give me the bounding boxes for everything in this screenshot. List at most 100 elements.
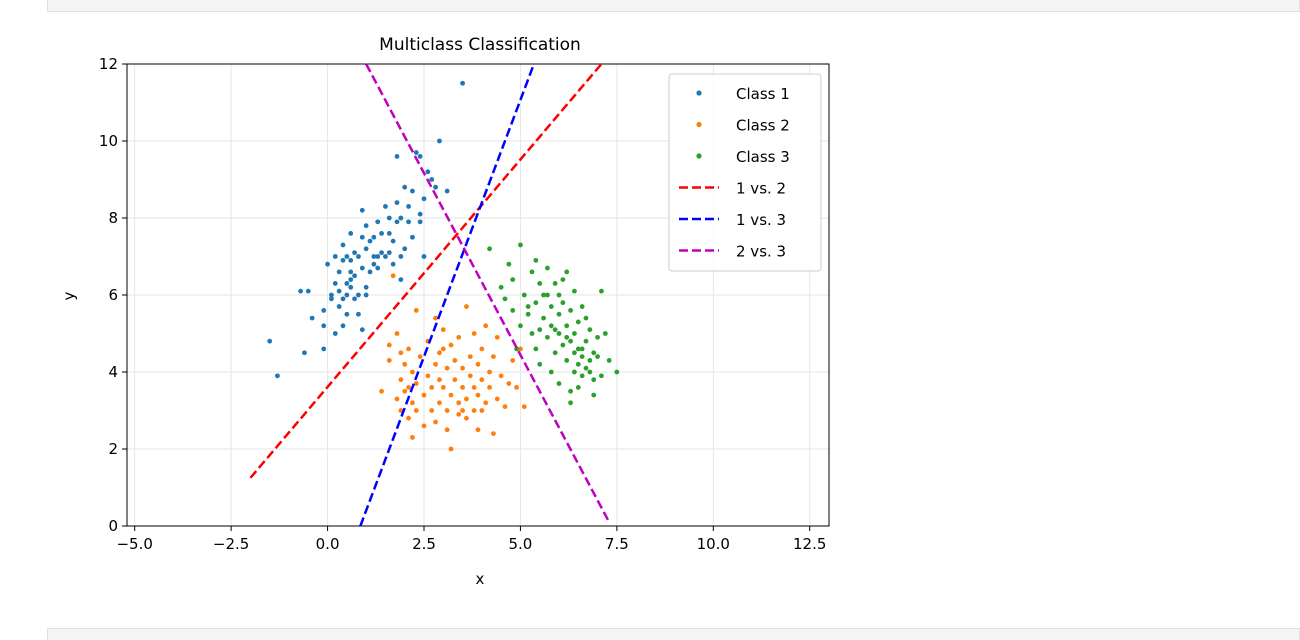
x-tick-label: 10.0 xyxy=(697,535,730,553)
data-point xyxy=(421,196,427,202)
data-point xyxy=(413,381,419,386)
data-point xyxy=(386,231,392,236)
data-point xyxy=(348,269,354,275)
data-point xyxy=(583,338,589,344)
data-point xyxy=(336,304,342,309)
data-point xyxy=(537,281,543,286)
data-point xyxy=(568,308,573,313)
data-point xyxy=(464,415,469,421)
data-point xyxy=(440,385,446,390)
data-point xyxy=(437,400,442,406)
data-point xyxy=(402,184,408,190)
data-point xyxy=(452,377,458,383)
data-point xyxy=(363,284,369,290)
data-point xyxy=(437,138,442,144)
data-point xyxy=(348,231,354,236)
data-point xyxy=(448,392,454,398)
data-point xyxy=(556,381,562,386)
data-point xyxy=(583,365,589,371)
data-point xyxy=(421,254,427,259)
data-point xyxy=(614,369,620,375)
x-axis-label: x xyxy=(476,570,485,588)
data-point xyxy=(356,254,361,259)
data-point xyxy=(375,265,381,271)
data-point xyxy=(448,342,454,348)
data-point xyxy=(394,219,400,225)
legend-entry-label: 1 vs. 2 xyxy=(736,180,786,198)
data-point xyxy=(383,204,388,209)
data-point xyxy=(417,354,423,359)
data-point xyxy=(433,361,438,367)
data-point xyxy=(471,385,477,390)
data-point xyxy=(352,250,357,256)
data-point xyxy=(475,427,481,433)
data-point xyxy=(572,331,577,336)
data-point xyxy=(568,388,573,394)
data-point xyxy=(521,404,527,410)
x-tick-label: −5.0 xyxy=(116,535,152,553)
scatter-points xyxy=(267,80,620,452)
data-point xyxy=(371,261,377,267)
data-point xyxy=(525,304,531,309)
data-point xyxy=(386,250,392,256)
data-point xyxy=(417,211,423,217)
data-point xyxy=(545,292,550,298)
data-point xyxy=(332,281,338,286)
data-point xyxy=(398,215,404,221)
data-point xyxy=(452,358,458,363)
data-point xyxy=(502,404,508,410)
data-point xyxy=(340,323,346,329)
data-point xyxy=(483,400,489,406)
data-point xyxy=(456,411,462,417)
data-point xyxy=(421,423,427,429)
data-point xyxy=(568,338,573,344)
data-point xyxy=(533,346,539,352)
y-tick-label: 8 xyxy=(108,209,118,227)
boundary-line xyxy=(365,63,611,523)
data-point xyxy=(394,396,400,402)
data-point xyxy=(298,288,303,294)
data-point xyxy=(332,331,338,336)
legend: Class 1 Class 2 Class 3 1 vs. 2 1 vs. 3 2 vs.… xyxy=(668,73,822,272)
y-tick-label: 6 xyxy=(108,286,118,304)
y-tick-label: 2 xyxy=(108,440,118,458)
legend-marker xyxy=(696,121,702,128)
data-point xyxy=(325,261,330,267)
data-point xyxy=(371,234,377,240)
data-point xyxy=(475,361,481,367)
data-point xyxy=(529,269,535,275)
y-tick-label: 10 xyxy=(99,132,118,150)
data-point xyxy=(359,207,365,213)
data-point xyxy=(572,288,577,294)
data-point xyxy=(336,269,342,275)
data-point xyxy=(433,315,438,321)
data-point xyxy=(533,300,539,306)
data-point xyxy=(359,234,365,240)
data-point xyxy=(309,315,315,321)
data-point xyxy=(529,331,535,336)
data-point xyxy=(560,342,566,348)
data-point xyxy=(444,427,450,433)
data-point xyxy=(390,273,396,279)
data-point xyxy=(518,242,523,248)
legend-entry-label: Class 2 xyxy=(736,117,790,135)
data-point xyxy=(564,334,570,340)
data-point xyxy=(402,246,408,252)
data-point xyxy=(575,385,581,390)
data-point xyxy=(379,231,384,236)
x-tick-label: 12.5 xyxy=(793,535,826,553)
data-point xyxy=(406,385,411,390)
data-point xyxy=(564,323,570,329)
data-point xyxy=(514,385,519,390)
data-point xyxy=(537,327,543,333)
data-point xyxy=(444,365,450,371)
data-point xyxy=(572,350,577,356)
data-point xyxy=(383,254,388,259)
data-point xyxy=(460,408,465,413)
data-point xyxy=(344,254,350,259)
data-point xyxy=(460,80,465,86)
data-point xyxy=(356,311,361,317)
next-code-cell[interactable] xyxy=(47,628,1300,640)
data-point xyxy=(410,188,415,194)
